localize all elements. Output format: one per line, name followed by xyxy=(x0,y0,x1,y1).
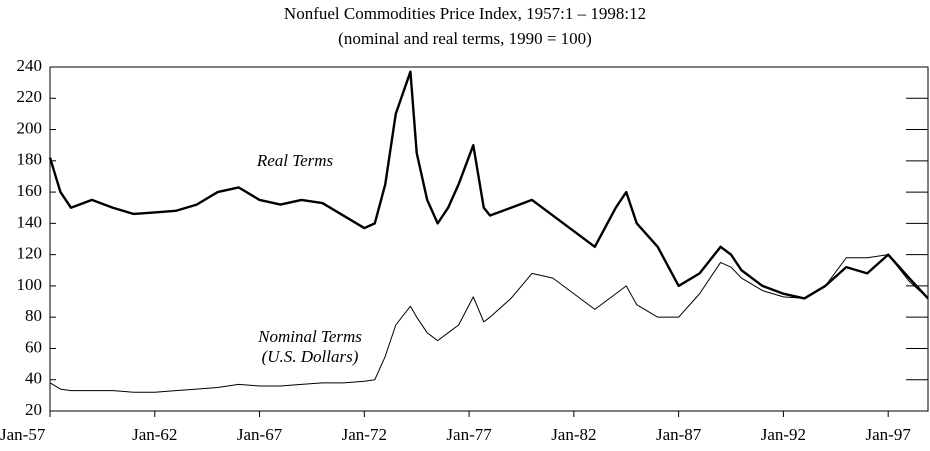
y-tick-label: 240 xyxy=(17,56,43,75)
plot-frame xyxy=(49,66,929,412)
y-tick-label: 140 xyxy=(17,212,43,231)
x-tick-label: Jan-77 xyxy=(446,425,492,444)
y-tick-label: 120 xyxy=(17,244,43,263)
y-tick-label: 200 xyxy=(17,118,43,137)
x-tick-label: Jan-97 xyxy=(866,425,912,444)
chart-subtitle: (nominal and real terms, 1990 = 100) xyxy=(338,29,592,48)
y-tick-label: 40 xyxy=(25,369,42,388)
x-tick-label: Jan-82 xyxy=(551,425,596,444)
x-tick-label: Jan-87 xyxy=(656,425,702,444)
annotation: (U.S. Dollars) xyxy=(262,347,359,366)
series-line xyxy=(49,254,929,393)
series-label: Nominal Terms xyxy=(257,327,362,346)
y-tick-label: 60 xyxy=(25,337,42,356)
series-line xyxy=(48,70,929,300)
y-tick-label: 80 xyxy=(25,306,42,325)
y-tick-label: 220 xyxy=(17,87,43,106)
x-tick-label: Jan-62 xyxy=(132,425,177,444)
x-tick-label: Jan-67 xyxy=(237,425,283,444)
series-label: Real Terms xyxy=(256,151,334,170)
x-tick-label: Jan-57 xyxy=(0,425,46,444)
chart-title: Nonfuel Commodities Price Index, 1957:1 … xyxy=(284,4,646,23)
y-tick-label: 20 xyxy=(25,400,42,419)
y-tick-label: 180 xyxy=(17,150,43,169)
x-tick-label: Jan-72 xyxy=(342,425,387,444)
x-tick-label: Jan-92 xyxy=(761,425,806,444)
y-tick-label: 160 xyxy=(17,181,43,200)
y-tick-label: 100 xyxy=(17,275,43,294)
